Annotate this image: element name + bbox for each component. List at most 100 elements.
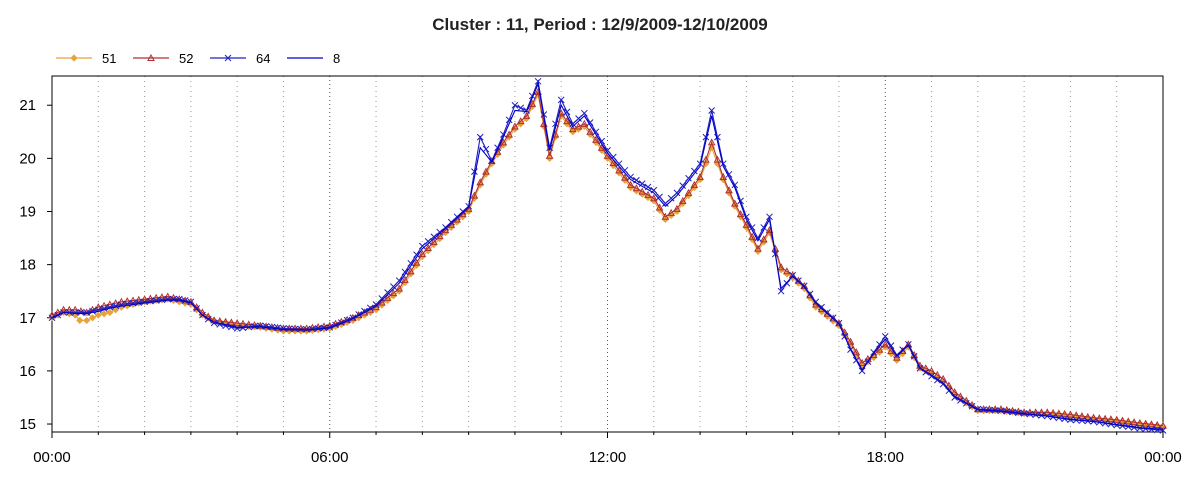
data-point	[1054, 409, 1063, 417]
data-point	[858, 358, 866, 366]
data-point	[291, 324, 299, 332]
data-point	[615, 160, 623, 168]
data-point	[818, 303, 825, 311]
data-point	[233, 319, 242, 327]
data-point	[459, 208, 467, 215]
data-point	[997, 407, 1005, 415]
y-tick-label: 16	[19, 363, 36, 380]
data-point	[881, 340, 890, 348]
plot-area	[51, 75, 1164, 433]
y-tick-label: 19	[19, 203, 36, 220]
data-point	[1118, 416, 1127, 424]
data-point	[401, 268, 409, 276]
data-point	[187, 298, 195, 306]
data-point	[71, 309, 79, 316]
data-point	[100, 310, 108, 318]
data-point	[696, 172, 704, 180]
legend-label: 64	[256, 51, 270, 66]
data-point	[1049, 408, 1057, 416]
data-point	[470, 191, 479, 199]
data-point	[406, 267, 415, 275]
data-point	[789, 271, 797, 279]
data-point	[1147, 420, 1156, 428]
series-line	[51, 79, 1164, 431]
data-point	[280, 325, 287, 332]
data-point	[390, 283, 397, 290]
data-point	[777, 287, 785, 295]
data-point	[592, 128, 600, 136]
data-point	[1124, 417, 1133, 425]
data-point	[291, 325, 299, 333]
data-point	[1078, 412, 1086, 420]
data-point	[1136, 418, 1144, 426]
y-axis: 15 16 17 18 19 20 21	[19, 97, 52, 433]
data-point	[939, 374, 947, 382]
data-point	[829, 314, 838, 322]
data-point	[1060, 409, 1069, 417]
data-point	[545, 151, 554, 159]
data-point	[736, 210, 745, 218]
y-tick-label: 18	[19, 257, 36, 274]
data-point	[679, 182, 687, 189]
data-point	[412, 258, 421, 266]
data-point	[1067, 416, 1074, 424]
data-point	[141, 298, 148, 306]
data-point	[714, 133, 721, 141]
data-point	[766, 213, 773, 221]
data-point	[580, 119, 589, 127]
data-point	[1153, 420, 1162, 428]
data-point	[383, 293, 392, 301]
data-point	[673, 204, 681, 212]
data-point	[88, 314, 97, 322]
data-point	[384, 289, 391, 296]
data-point	[389, 289, 398, 297]
data-point	[447, 218, 455, 226]
data-point	[401, 275, 409, 283]
data-point	[656, 193, 663, 201]
data-point	[320, 324, 328, 332]
data-point	[563, 117, 571, 125]
data-point	[297, 325, 305, 333]
data-point	[152, 297, 160, 304]
data-point	[1130, 424, 1138, 431]
data-point	[1089, 413, 1098, 421]
data-point	[239, 319, 247, 327]
data-point	[436, 228, 444, 236]
data-point	[696, 160, 704, 168]
data-point	[170, 295, 177, 303]
data-point	[667, 208, 675, 216]
data-point	[881, 333, 889, 340]
data-point	[748, 232, 757, 240]
data-point	[933, 370, 942, 378]
data-point	[522, 111, 531, 119]
data-point	[678, 196, 687, 204]
data-point	[690, 180, 699, 188]
x-tick-label: 06:00	[311, 449, 349, 466]
x-tick-label: 18:00	[866, 449, 904, 466]
data-point	[621, 166, 629, 174]
data-point	[83, 316, 91, 324]
data-point	[262, 323, 270, 330]
data-point	[707, 138, 716, 146]
data-point	[1095, 414, 1104, 422]
y-tick-label: 20	[19, 150, 36, 167]
data-point	[424, 243, 432, 252]
data-point	[1159, 421, 1167, 429]
data-point	[708, 107, 716, 114]
data-point	[921, 364, 930, 372]
data-point	[407, 259, 415, 267]
data-point	[858, 367, 866, 375]
data-point	[662, 200, 669, 207]
data-point	[453, 213, 461, 221]
data-point	[719, 160, 727, 168]
legend-item: 64	[210, 51, 270, 66]
data-point	[667, 194, 675, 202]
legend-item: 51	[56, 51, 116, 66]
data-point	[476, 178, 485, 186]
data-point	[644, 190, 652, 198]
data-point	[609, 153, 617, 161]
data-point	[378, 295, 386, 302]
data-point	[1141, 419, 1150, 427]
data-point	[442, 224, 449, 231]
